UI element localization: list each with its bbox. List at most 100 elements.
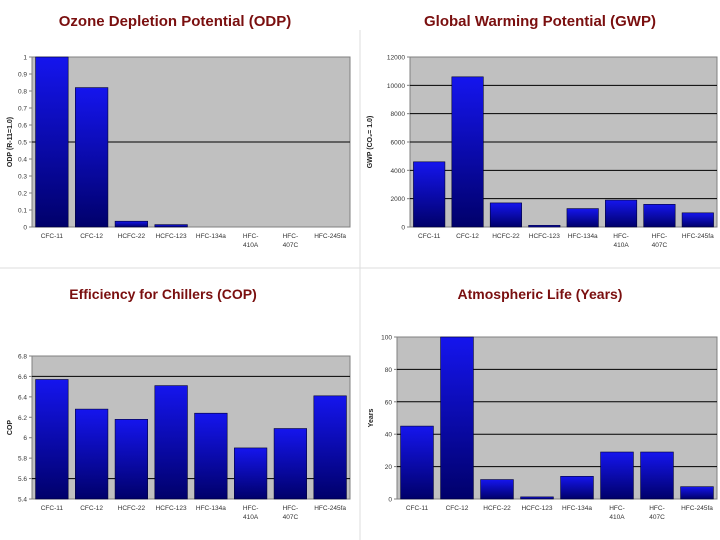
cop-bar-hcfc-22 <box>114 419 148 500</box>
life-x-tick-label: HFC-134a <box>562 505 592 512</box>
life-bar-hfc-407c <box>640 451 674 500</box>
cop-x-tick-label: HCFC-22 <box>118 505 146 512</box>
odp-y-tick-label: 1 <box>23 55 27 62</box>
life-x-tick-label: CFC-11 <box>406 505 429 512</box>
odp-y-tick-label: 0.9 <box>18 72 27 79</box>
odp-x-tick-label: CFC-11 <box>41 233 64 240</box>
odp-bar-cfc-11 <box>35 56 69 228</box>
cop-bar-hfc-407c <box>273 428 307 500</box>
cop-bar-hfc-410a <box>234 447 268 500</box>
cop-y-tick-label: 5.6 <box>18 476 27 483</box>
life-bar-hfc-245fa <box>680 486 714 500</box>
gwp-y-tick-label: 10000 <box>387 83 405 90</box>
gwp-x-tick-label: HFC-407C <box>652 233 668 249</box>
gwp-bar-cfc-11 <box>413 161 446 228</box>
odp-x-tick-label: HFC-407C <box>283 233 299 249</box>
gwp-y-tick-label: 4000 <box>391 168 406 175</box>
odp-x-tick-label: HFC-245fa <box>314 233 346 240</box>
odp-y-tick-label: 0 <box>23 225 27 232</box>
life-bar-cfc-11 <box>400 425 434 500</box>
gwp-x-tick-label: HFC-410A <box>613 233 629 249</box>
odp-chart-title: Ozone Depletion Potential (ODP) <box>59 13 292 30</box>
cop-bar-cfc-11 <box>35 379 69 500</box>
odp-x-tick-label: HFC-410A <box>243 233 259 249</box>
odp-bar-hcfc-22 <box>114 220 148 228</box>
gwp-bar-hfc-245fa <box>681 212 714 228</box>
odp-y-axis-label: ODP (R-11=1.0) <box>7 117 14 167</box>
life-x-tick-label: HCFC-22 <box>483 505 511 512</box>
life-bar-hfc-134a <box>560 476 594 500</box>
life-y-tick-label: 0 <box>388 497 392 504</box>
gwp-x-tick-label: HCFC-22 <box>492 233 520 240</box>
life-x-tick-label: HCFC-123 <box>521 505 552 512</box>
life-chart-title: Atmospheric Life (Years) <box>458 286 623 302</box>
gwp-y-axis-label: GWP (CO₂= 1.0) <box>367 116 374 169</box>
gwp-bar-cfc-12 <box>451 76 484 228</box>
life-x-tick-label: HFC-410A <box>609 505 625 521</box>
cop-y-tick-label: 6 <box>23 435 27 442</box>
cop-bar-cfc-12 <box>75 408 109 500</box>
gwp-x-tick-label: HFC-245fa <box>682 233 714 240</box>
life-y-tick-label: 60 <box>385 399 393 406</box>
gwp-bar-hcfc-123 <box>528 225 561 228</box>
gwp-bar-hfc-407c <box>643 204 676 228</box>
gwp-bar-hfc-134a <box>566 208 599 228</box>
cop-y-tick-label: 6.6 <box>18 374 27 381</box>
gwp-y-tick-label: 8000 <box>391 111 406 118</box>
cop-y-tick-label: 6.4 <box>18 394 27 401</box>
odp-y-tick-label: 0.6 <box>18 123 27 130</box>
gwp-x-tick-label: CFC-12 <box>456 233 479 240</box>
cop-bar-hfc-245fa <box>313 395 347 500</box>
gwp-x-tick-label: HCFC-123 <box>529 233 560 240</box>
cop-x-tick-label: HCFC-123 <box>156 505 187 512</box>
cop-y-tick-label: 5.8 <box>18 456 27 463</box>
gwp-x-tick-label: CFC-11 <box>418 233 441 240</box>
life-x-tick-label: HFC-407C <box>649 505 665 521</box>
life-x-tick-label: CFC-12 <box>446 505 469 512</box>
cop-x-tick-label: CFC-11 <box>41 505 64 512</box>
life-x-tick-label: HFC-245fa <box>681 505 713 512</box>
gwp-y-tick-label: 2000 <box>391 196 406 203</box>
odp-y-tick-label: 0.1 <box>18 208 27 215</box>
odp-y-tick-label: 0.5 <box>18 140 27 147</box>
odp-bar-hcfc-123 <box>154 224 188 228</box>
odp-bar-cfc-12 <box>75 87 109 228</box>
odp-x-tick-label: HCFC-123 <box>156 233 187 240</box>
cop-chart-title: Efficiency for Chillers (COP) <box>69 286 256 302</box>
cop-y-tick-label: 6.8 <box>18 354 27 361</box>
life-y-tick-label: 20 <box>385 464 393 471</box>
cop-x-tick-label: HFC-407C <box>283 505 299 521</box>
life-bar-cfc-12 <box>440 336 474 500</box>
life-bar-hfc-410a <box>600 451 634 500</box>
cop-x-tick-label: HFC-245fa <box>314 505 346 512</box>
gwp-x-tick-label: HFC-134a <box>568 233 598 240</box>
life-y-axis-label: Years <box>368 409 375 428</box>
life-y-tick-label: 80 <box>385 367 393 374</box>
odp-y-tick-label: 0.2 <box>18 191 27 198</box>
odp-y-tick-label: 0.8 <box>18 89 27 96</box>
cop-x-tick-label: CFC-12 <box>80 505 103 512</box>
odp-x-tick-label: CFC-12 <box>80 233 103 240</box>
odp-y-tick-label: 0.3 <box>18 174 27 181</box>
cop-y-tick-label: 5.4 <box>18 497 27 504</box>
cop-y-tick-label: 6.2 <box>18 415 27 422</box>
gwp-y-tick-label: 12000 <box>387 55 405 62</box>
gwp-bar-hfc-410a <box>605 199 638 228</box>
life-y-tick-label: 40 <box>385 432 393 439</box>
odp-x-tick-label: HCFC-22 <box>118 233 146 240</box>
cop-y-axis-label: COP <box>7 420 14 436</box>
gwp-chart-title: Global Warming Potential (GWP) <box>424 13 656 30</box>
cop-bar-hcfc-123 <box>154 385 188 500</box>
life-bar-hcfc-22 <box>480 479 514 500</box>
cop-x-tick-label: HFC-134a <box>196 505 226 512</box>
cop-bar-hfc-134a <box>194 412 228 500</box>
gwp-bar-hcfc-22 <box>489 202 522 228</box>
gwp-y-tick-label: 0 <box>401 225 405 232</box>
odp-y-tick-label: 0.4 <box>18 157 27 164</box>
cop-x-tick-label: HFC-410A <box>243 505 259 521</box>
gwp-y-tick-label: 6000 <box>391 140 406 147</box>
life-y-tick-label: 100 <box>381 335 392 342</box>
life-bar-hcfc-123 <box>520 496 554 500</box>
odp-x-tick-label: HFC-134a <box>196 233 226 240</box>
